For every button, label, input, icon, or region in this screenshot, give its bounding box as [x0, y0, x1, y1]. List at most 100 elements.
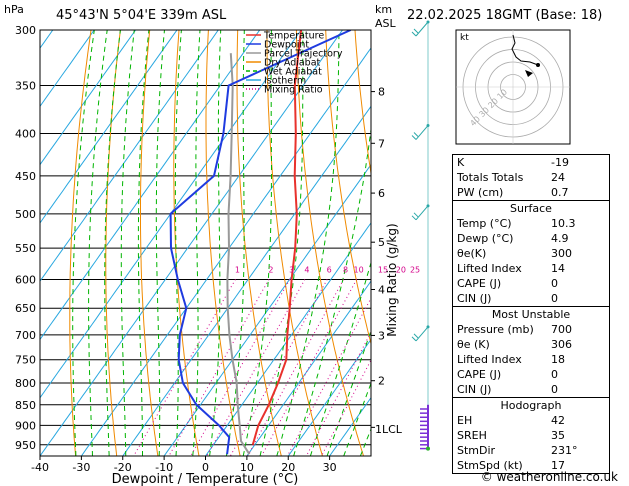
most-unstable-label: Pressure (mb)	[457, 323, 534, 336]
storm-motion-marker	[525, 70, 533, 77]
parcel-trajectory-line	[226, 53, 251, 455]
dry-adiabat-line	[236, 30, 282, 456]
wet-adiabat-line	[326, 329, 371, 456]
most-unstable-row: θe (K) 306	[453, 337, 609, 352]
hodograph-indices-box: Hodograph EH 42 SREH 35 StmDir 231° StmSpd (kt…	[452, 398, 610, 474]
most-unstable-value: 700	[551, 323, 572, 336]
axes: 1 2 3 4 6 8 10 15 20 2530035040045050055060065070…	[15, 24, 420, 474]
pw-label: PW (cm)	[457, 186, 504, 199]
surface-row: θe(K) 300	[453, 246, 609, 261]
pressure-tick-label: 700	[15, 329, 36, 342]
pressure-tick-label: 750	[15, 354, 36, 367]
km-tick-label: 3	[378, 329, 385, 342]
background-lines	[0, 30, 629, 456]
most-unstable-label: θe (K)	[457, 338, 490, 351]
pressure-tick-label: 450	[15, 170, 36, 183]
km-tick-label: 2	[378, 375, 385, 388]
legend-label: Dewpoint	[264, 40, 309, 51]
dry-adiabat-line	[205, 30, 241, 456]
isotherm-line	[122, 105, 371, 456]
hodograph-index-row: StmDir 231°	[453, 443, 609, 458]
surface-box: Surface Temp (°C) 10.3 Dewp (°C) 4.9 θe(K) 30…	[452, 201, 610, 307]
pw-value: 0.7	[551, 186, 569, 199]
wind-barb-flag	[413, 28, 419, 34]
isotherm-line	[0, 30, 12, 456]
hpa-label: hPa	[4, 3, 24, 16]
wind-barb-flag	[413, 132, 419, 137]
tt-label: Totals Totals	[457, 171, 524, 184]
x-axis-title: Dewpoint / Temperature (°C)	[112, 472, 299, 486]
most-unstable-row: Pressure (mb) 700	[453, 322, 609, 337]
temperature-line	[251, 30, 303, 446]
surface-row: CIN (J) 0	[453, 291, 609, 306]
hodograph-index-row: EH 42	[453, 413, 609, 428]
surface-label: Dewp (°C)	[457, 232, 514, 245]
pressure-tick-label: 550	[15, 242, 36, 255]
hodograph-index-label: StmSpd (kt)	[457, 459, 523, 472]
mixing-ratio-axis-title: Mixing Ratio (g/kg)	[385, 223, 399, 336]
lcl-label: 1LCL	[375, 423, 403, 436]
wind-barb-flag	[411, 336, 417, 342]
wind-barb-flag	[411, 135, 417, 140]
surface-label: CAPE (J)	[457, 277, 502, 290]
wet-adiabat-line	[88, 30, 108, 456]
surface-row: CAPE (J) 0	[453, 276, 609, 291]
isotherm-line	[329, 396, 371, 456]
hodograph-index-row: StmSpd (kt) 17	[453, 458, 609, 473]
pressure-tick-label: 350	[15, 79, 36, 92]
dry-adiabat-line	[619, 30, 629, 456]
date-title: 22.02.2025 18GMT (Base: 18)	[407, 8, 602, 23]
hodograph-index-label: StmDir	[457, 444, 496, 457]
legend-label: Parcel Trajectory	[264, 49, 343, 60]
mixing-ratio-label: 1	[235, 265, 240, 274]
temp-tick-label: -10	[155, 461, 173, 474]
surface-value: 0	[551, 277, 558, 290]
hodograph-index-value: 42	[551, 414, 565, 427]
hodograph-index-row: SREH 35	[453, 428, 609, 443]
pressure-tick-label: 850	[15, 399, 36, 412]
pressure-tick-label: 400	[15, 128, 36, 141]
isotherm-line	[40, 30, 137, 166]
surface-value: 4.9	[551, 232, 569, 245]
location-title: 45°43'N 5°04'E 339m ASL	[56, 8, 227, 23]
mixing-ratio-line	[261, 279, 358, 456]
wind-barb-flag	[411, 31, 417, 37]
km-tick-label: 6	[378, 187, 385, 200]
isotherm-line	[40, 30, 302, 399]
surface-value: 14	[551, 262, 565, 275]
wet-adiabat-line	[225, 30, 245, 456]
temp-tick-label: 10	[240, 461, 254, 474]
most-unstable-title: Most Unstable	[491, 308, 571, 321]
wind-barbs	[411, 20, 430, 451]
km-tick-label: 5	[378, 236, 385, 249]
wet-adiabat-line	[174, 30, 182, 456]
mixing-ratio-label: 3	[289, 265, 294, 274]
mixing-ratio-label: 4	[304, 265, 309, 274]
dewpoint-line	[169, 30, 352, 455]
hodograph-trace	[511, 34, 539, 66]
info-panel: K -19 Totals Totals 24 PW (cm) 0.7 Surface …	[452, 154, 610, 474]
hodograph-index-value: 231°	[551, 444, 578, 457]
mixing-ratio-line	[286, 297, 371, 456]
dry-adiabat-line	[354, 30, 371, 177]
surface-label: CIN (J)	[457, 292, 492, 305]
temp-tick-label: -40	[31, 461, 49, 474]
isotherm-line	[40, 30, 343, 456]
dry-adiabat-line	[140, 30, 159, 456]
dry-adiabat-line	[69, 30, 92, 456]
dry-adiabat-line	[295, 30, 364, 456]
most-unstable-row: CIN (J) 0	[453, 382, 609, 397]
hodograph-indices-title: Hodograph	[500, 399, 562, 412]
wet-adiabat-line	[137, 30, 150, 456]
dry-adiabat-line	[266, 30, 323, 456]
pressure-tick-label: 950	[15, 439, 36, 452]
hodograph-index-value: 17	[551, 459, 565, 472]
wind-barb	[415, 326, 429, 342]
surface-label: θe(K)	[457, 247, 487, 260]
temp-tick-label: -20	[114, 461, 132, 474]
most-unstable-label: CAPE (J)	[457, 368, 502, 381]
surface-value: 300	[551, 247, 572, 260]
hodograph-kt-label: kt	[460, 33, 469, 43]
